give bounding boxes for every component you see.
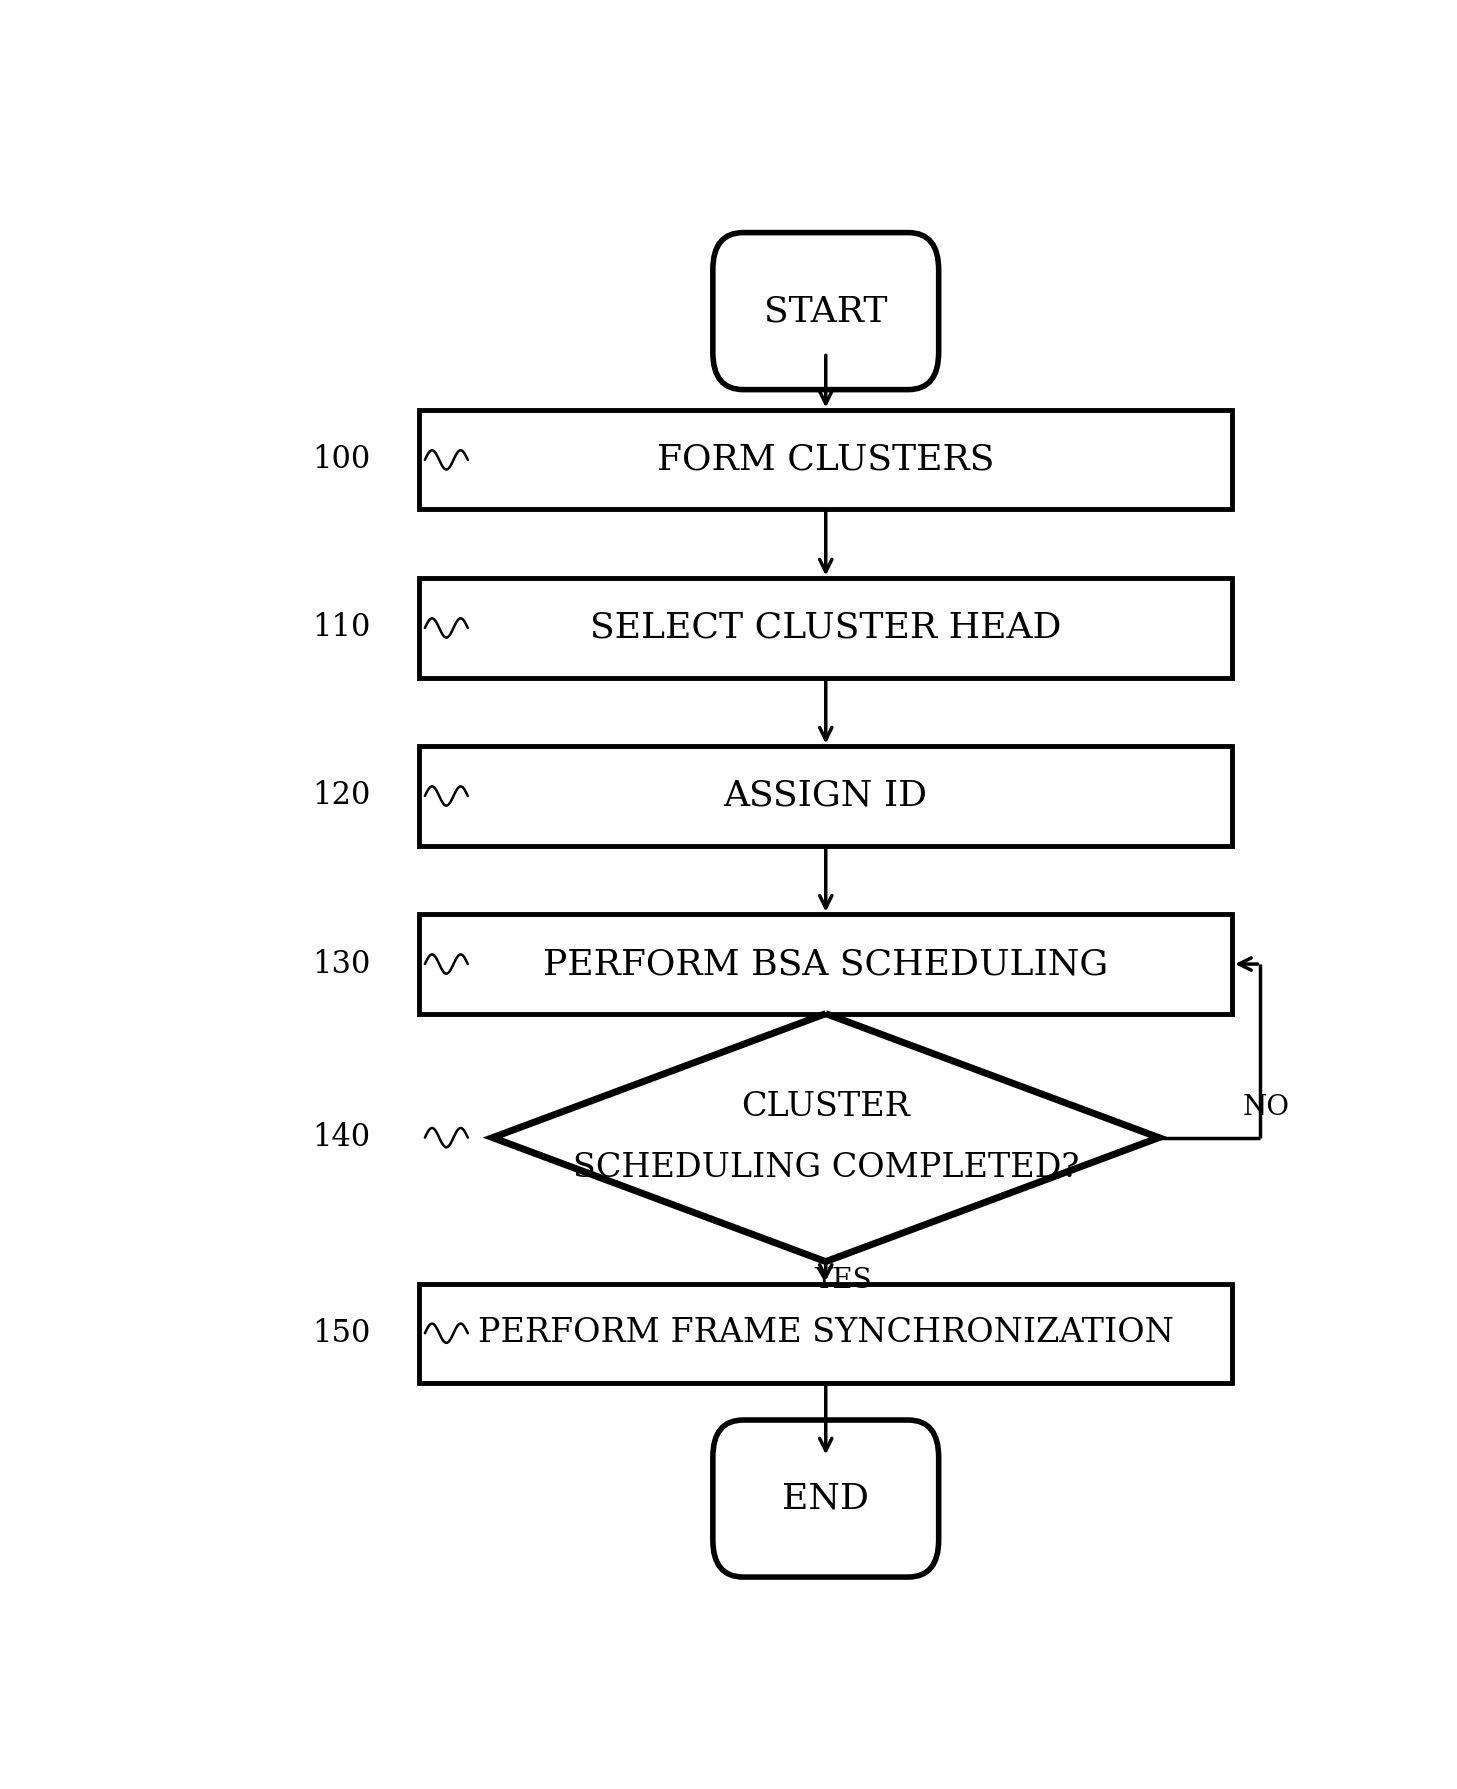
Text: FORM CLUSTERS: FORM CLUSTERS — [657, 444, 995, 478]
Text: ASSIGN ID: ASSIGN ID — [724, 778, 928, 812]
Text: YES: YES — [814, 1267, 871, 1293]
FancyBboxPatch shape — [420, 914, 1233, 1014]
FancyBboxPatch shape — [420, 578, 1233, 678]
FancyBboxPatch shape — [420, 746, 1233, 846]
FancyBboxPatch shape — [420, 1285, 1233, 1383]
FancyBboxPatch shape — [420, 410, 1233, 510]
Text: 100: 100 — [312, 444, 370, 476]
Text: CLUSTER: CLUSTER — [742, 1091, 911, 1123]
Text: END: END — [782, 1481, 870, 1515]
Text: 120: 120 — [312, 780, 370, 812]
Polygon shape — [492, 1014, 1158, 1261]
FancyBboxPatch shape — [712, 233, 938, 390]
Text: NO: NO — [1243, 1095, 1289, 1122]
Text: 150: 150 — [312, 1318, 370, 1349]
Text: SELECT CLUSTER HEAD: SELECT CLUSTER HEAD — [590, 610, 1062, 646]
Text: PERFORM FRAME SYNCHRONIZATION: PERFORM FRAME SYNCHRONIZATION — [478, 1317, 1174, 1349]
Text: PERFORM BSA SCHEDULING: PERFORM BSA SCHEDULING — [543, 946, 1109, 980]
Text: SCHEDULING COMPLETED?: SCHEDULING COMPLETED? — [573, 1152, 1080, 1184]
FancyBboxPatch shape — [712, 1420, 938, 1578]
Text: START: START — [763, 293, 887, 327]
Text: 130: 130 — [312, 948, 370, 980]
Text: 110: 110 — [312, 612, 370, 644]
Text: 140: 140 — [313, 1122, 370, 1154]
